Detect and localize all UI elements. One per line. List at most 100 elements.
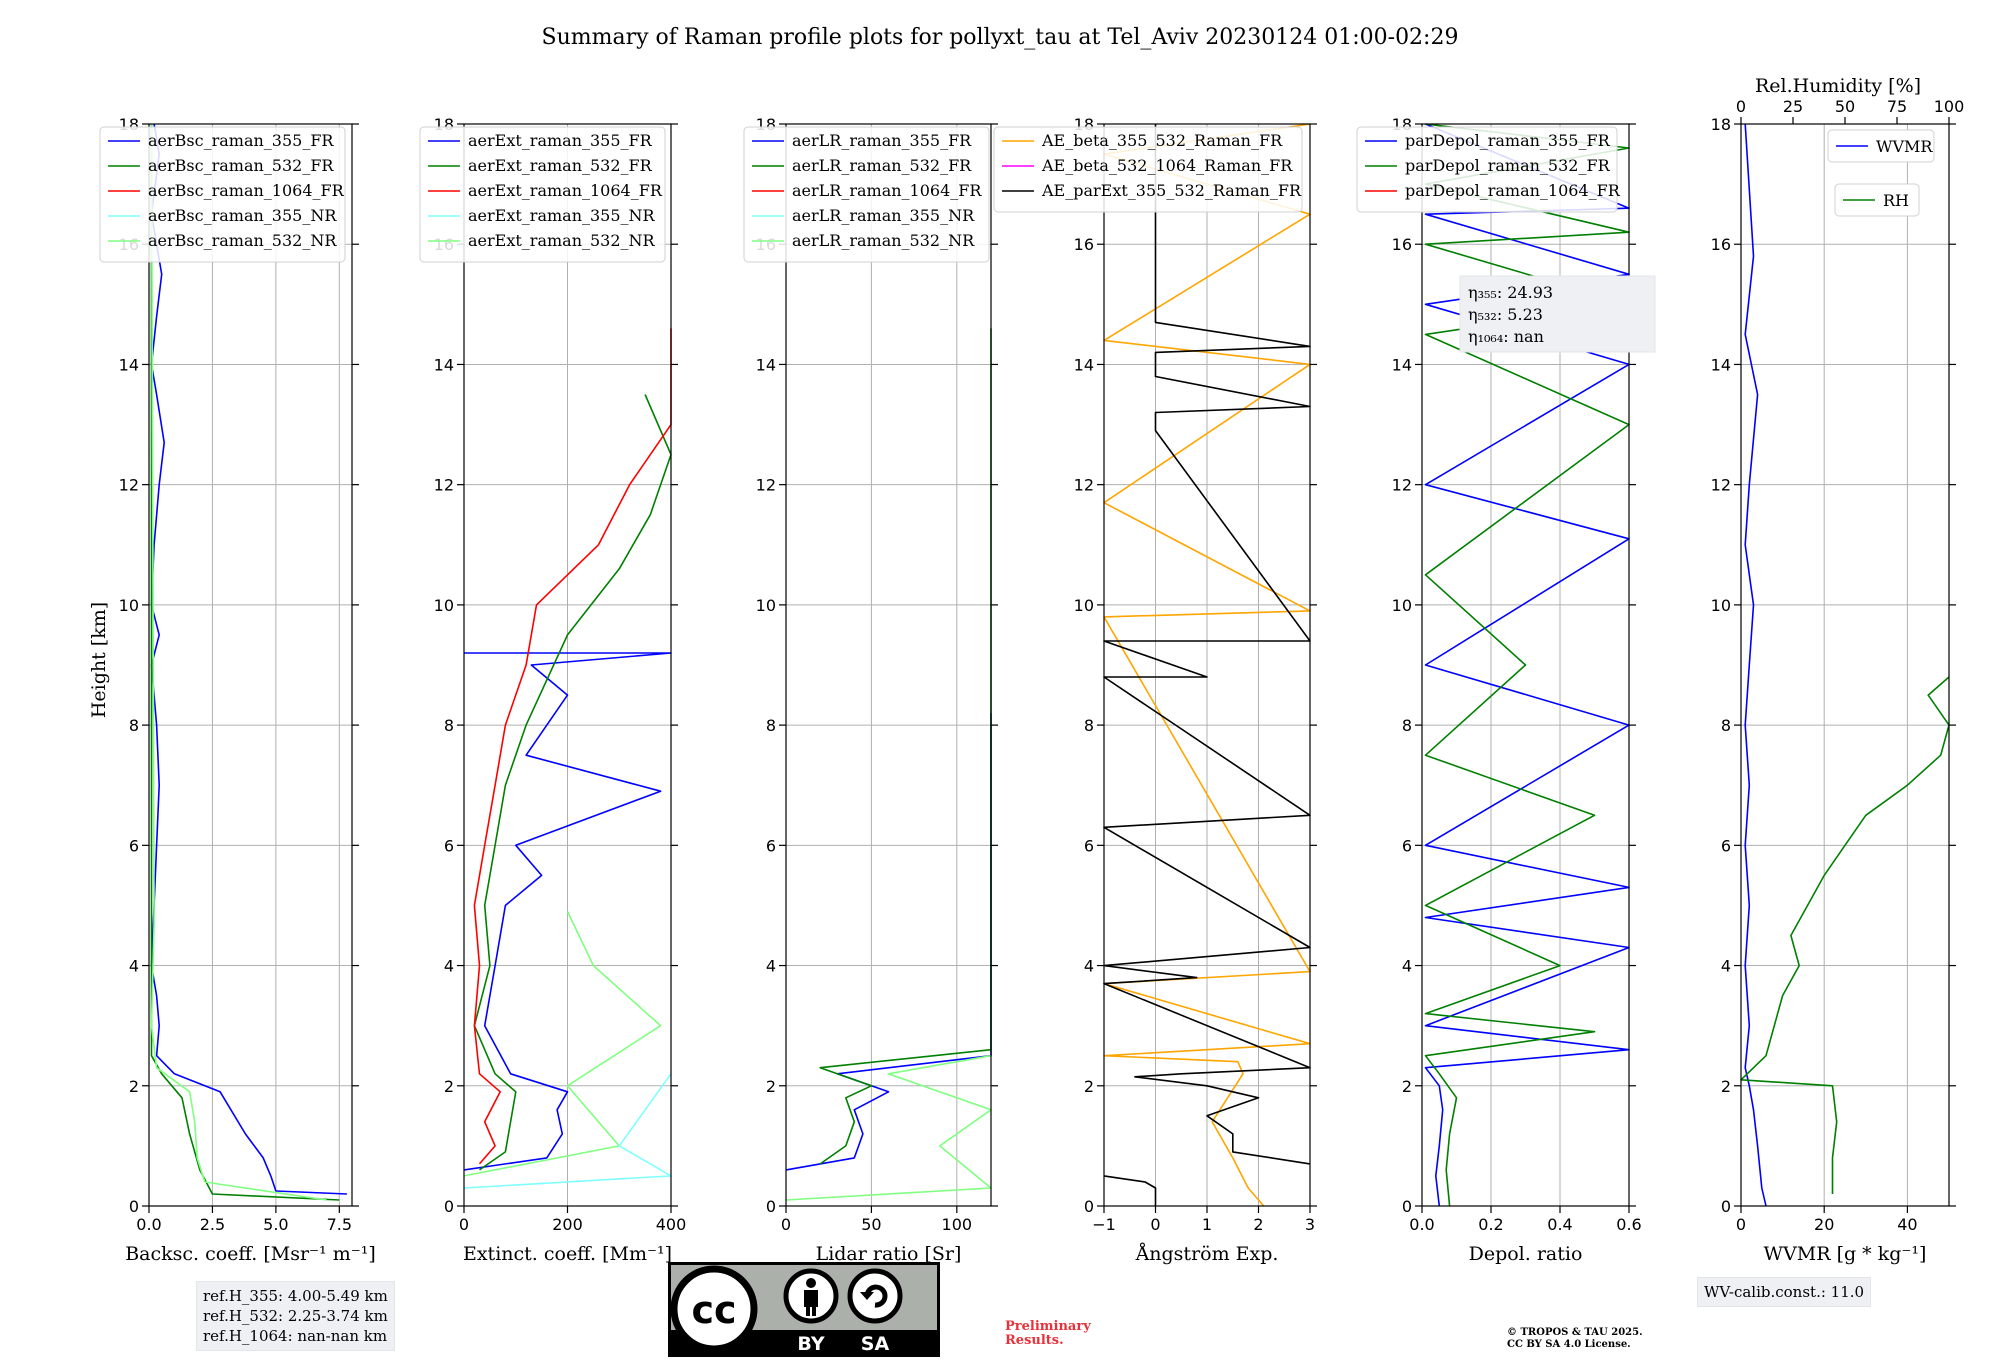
y-tick-label: 6 [1721, 836, 1731, 855]
y-tick-label: 14 [434, 355, 454, 374]
x-tick-label: 50 [861, 1215, 881, 1234]
legend-entry: parDepol_raman_355_FR [1405, 131, 1611, 150]
plot-frame [1740, 123, 1950, 1207]
legend-entry: aerBsc_raman_355_FR [148, 131, 334, 150]
y-tick-label: 2 [1721, 1077, 1731, 1096]
legend-wvmr: WVMR [1827, 129, 1935, 163]
y-tick-label: 6 [766, 836, 776, 855]
legend-entry: parDepol_raman_1064_FR [1405, 181, 1621, 200]
preliminary-line-2: Results. [1005, 1333, 1064, 1348]
series-line-3 [785, 1054, 992, 1201]
y-tick-label: 6 [1084, 836, 1094, 855]
legend-entry: aerLR_raman_355_NR [792, 206, 975, 225]
panel-6: 0 2 4 6 8 10 12 14 16 18 0 20 40 WVMR [g * kg⁻¹] 0 25 50… [1711, 97, 1965, 1265]
x-axis-label: WVMR [g * kg⁻¹] [1764, 1243, 1927, 1265]
series-line-1 [150, 123, 347, 1195]
x-tick-label: 0 [781, 1215, 791, 1234]
series-line-2 [150, 124, 340, 1201]
legend-box [743, 126, 990, 263]
y-tick-label: 4 [129, 957, 139, 976]
legend-entry: aerLR_raman_1064_FR [792, 181, 982, 200]
x-tick-label: 2.5 [200, 1215, 225, 1234]
legend-rh: RH [1834, 183, 1920, 217]
y-tick-label: 4 [1084, 957, 1094, 976]
y-tick-label: 8 [766, 716, 776, 735]
copyright-line-2: CC BY SA 4.0 License. [1507, 1339, 1631, 1350]
x-axis-label: Depol. ratio [1469, 1243, 1583, 1265]
series-line-5 [463, 1073, 672, 1189]
y-tick-label: 14 [1711, 355, 1731, 374]
cc-icon [670, 1265, 758, 1353]
series-line-1 [1744, 123, 1767, 1207]
x-axis-label: Backsc. coeff. [Msr⁻¹ m⁻¹] [125, 1243, 376, 1265]
y-tick-label: 16 [1074, 235, 1094, 254]
legend-entry: aerExt_raman_355_NR [468, 206, 656, 225]
annotation-line: η₁₀₆₄: nan [1468, 327, 1544, 346]
y-tick-label: 6 [444, 836, 454, 855]
y-tick-label: 10 [1392, 596, 1412, 615]
legend-entry: aerBsc_raman_532_NR [148, 231, 337, 250]
y-tick-label: 2 [1084, 1077, 1094, 1096]
annotation-box [1459, 275, 1656, 353]
cc-sa-label: SA [861, 1333, 890, 1355]
x-tick-label: 0.4 [1547, 1215, 1572, 1234]
series-line-4 [463, 911, 662, 1177]
legend-box [1827, 129, 1935, 163]
y-tick-label: 6 [129, 836, 139, 855]
panel-3: 024681012141618050100Lidar ratio [Sr]aer… [743, 115, 998, 1265]
legend-entry: aerLR_raman_355_FR [792, 131, 972, 150]
copyright-line-1: © TROPOS & TAU 2025. [1507, 1327, 1643, 1338]
y-tick-label: 12 [434, 476, 454, 495]
annotation-line: η₅₃₂: 5.23 [1468, 305, 1543, 324]
legend-box [99, 126, 346, 263]
ref-heights-box: ref.H_355: 4.00-5.49 km ref.H_532: 2.25-… [196, 1281, 395, 1351]
cc-by-label: BY [797, 1333, 824, 1355]
y-tick-label: 10 [756, 596, 776, 615]
y-tick-label: 4 [444, 957, 454, 976]
y-tick-label: 18 [1711, 115, 1731, 134]
x-tick-label: 0.6 [1616, 1215, 1641, 1234]
y-tick-label: 6 [1402, 836, 1412, 855]
x-tick-label: 0 [459, 1215, 469, 1234]
y-tick-label: 8 [129, 716, 139, 735]
plot-frame [1421, 123, 1630, 1207]
x-axis-label: Ångström Exp. [1135, 1243, 1279, 1265]
y-tick-label: 10 [119, 596, 139, 615]
series-line-2 [819, 328, 992, 1165]
plot-frame [148, 123, 353, 1207]
top-x-tick-label: 50 [1835, 97, 1855, 116]
top-x-tick-label: 25 [1783, 97, 1803, 116]
y-tick-label: 12 [1711, 476, 1731, 495]
series-line-3 [473, 328, 672, 1165]
legend-entry: AE_beta_355_532_Raman_FR [1041, 131, 1283, 150]
series-line-1 [785, 713, 992, 1171]
preliminary-results-note: Preliminary Results. [1005, 1320, 1091, 1348]
x-tick-label: 20 [1814, 1215, 1834, 1234]
x-tick-label: 100 [942, 1215, 973, 1234]
legend: AE_beta_355_532_Raman_FR AE_beta_532_1064… [993, 126, 1303, 213]
y-tick-label: 8 [444, 716, 454, 735]
legend: aerLR_raman_355_FR aerLR_raman_532_FR aerL… [743, 126, 990, 263]
y-tick-label: 8 [1402, 716, 1412, 735]
x-tick-label: 0 [1736, 1215, 1746, 1234]
plot-frame [785, 123, 992, 1207]
legend-entry: RH [1883, 191, 1909, 210]
legend-entry: aerExt_raman_355_FR [468, 131, 653, 150]
figure-title: Summary of Raman profile plots for polly… [542, 25, 1459, 50]
x-tick-label: 400 [656, 1215, 687, 1234]
legend-entry: aerExt_raman_1064_FR [468, 181, 663, 200]
x-tick-label: 1 [1202, 1215, 1212, 1234]
legend: aerBsc_raman_355_FR aerBsc_raman_532_FRae… [99, 126, 346, 263]
legend-box [1834, 183, 1920, 217]
y-tick-label: 8 [1084, 716, 1094, 735]
y-tick-label: 14 [1392, 355, 1412, 374]
rh-axis-label: Rel.Humidity [%] [1755, 75, 1921, 97]
height-axis-label: Height [km] [88, 602, 110, 718]
legend-entry: aerLR_raman_532_FR [792, 156, 972, 175]
y-tick-label: 10 [1074, 596, 1094, 615]
y-tick-label: 0 [1402, 1197, 1412, 1216]
legend-entry: parDepol_raman_532_FR [1405, 156, 1611, 175]
y-tick-label: 16 [1392, 235, 1412, 254]
